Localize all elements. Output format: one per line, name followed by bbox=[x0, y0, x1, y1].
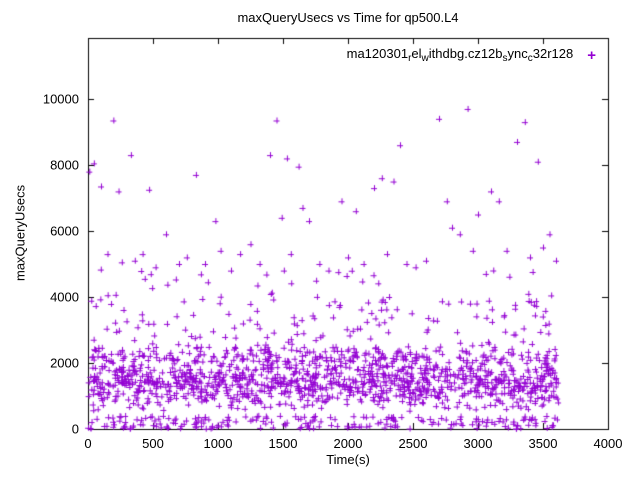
y-axis-label: maxQueryUsecs bbox=[12, 184, 28, 282]
y-tick-label: 0 bbox=[71, 421, 79, 437]
x-tick-label: 500 bbox=[142, 436, 164, 451]
x-tick-label: 0 bbox=[84, 436, 92, 451]
y-tick-label: 10000 bbox=[42, 91, 79, 107]
x-tick-label: 3500 bbox=[528, 436, 558, 451]
y-tick-label: 6000 bbox=[50, 223, 79, 239]
x-tick-label: 1500 bbox=[268, 436, 298, 451]
legend-label: ma120301relwithdbg.cz12bsyncc32r128 bbox=[346, 46, 574, 64]
y-tick-label: 8000 bbox=[50, 157, 79, 173]
chart-title: maxQueryUsecs vs Time for qp500.L4 bbox=[237, 10, 459, 25]
x-tick-label: 2000 bbox=[333, 436, 363, 451]
x-tick-label: 3000 bbox=[463, 436, 493, 451]
y-tick-label: 2000 bbox=[50, 355, 79, 371]
legend: ma120301relwithdbg.cz12bsyncc32r128 + bbox=[347, 46, 596, 64]
x-tick-label: 2500 bbox=[398, 436, 428, 451]
x-tick-label: 1000 bbox=[203, 436, 233, 451]
x-tick-label: 4000 bbox=[593, 436, 623, 451]
plus-marker-icon: + bbox=[587, 46, 596, 64]
x-axis-label: Time(s) bbox=[326, 452, 370, 467]
y-tick-label: 4000 bbox=[50, 289, 79, 305]
